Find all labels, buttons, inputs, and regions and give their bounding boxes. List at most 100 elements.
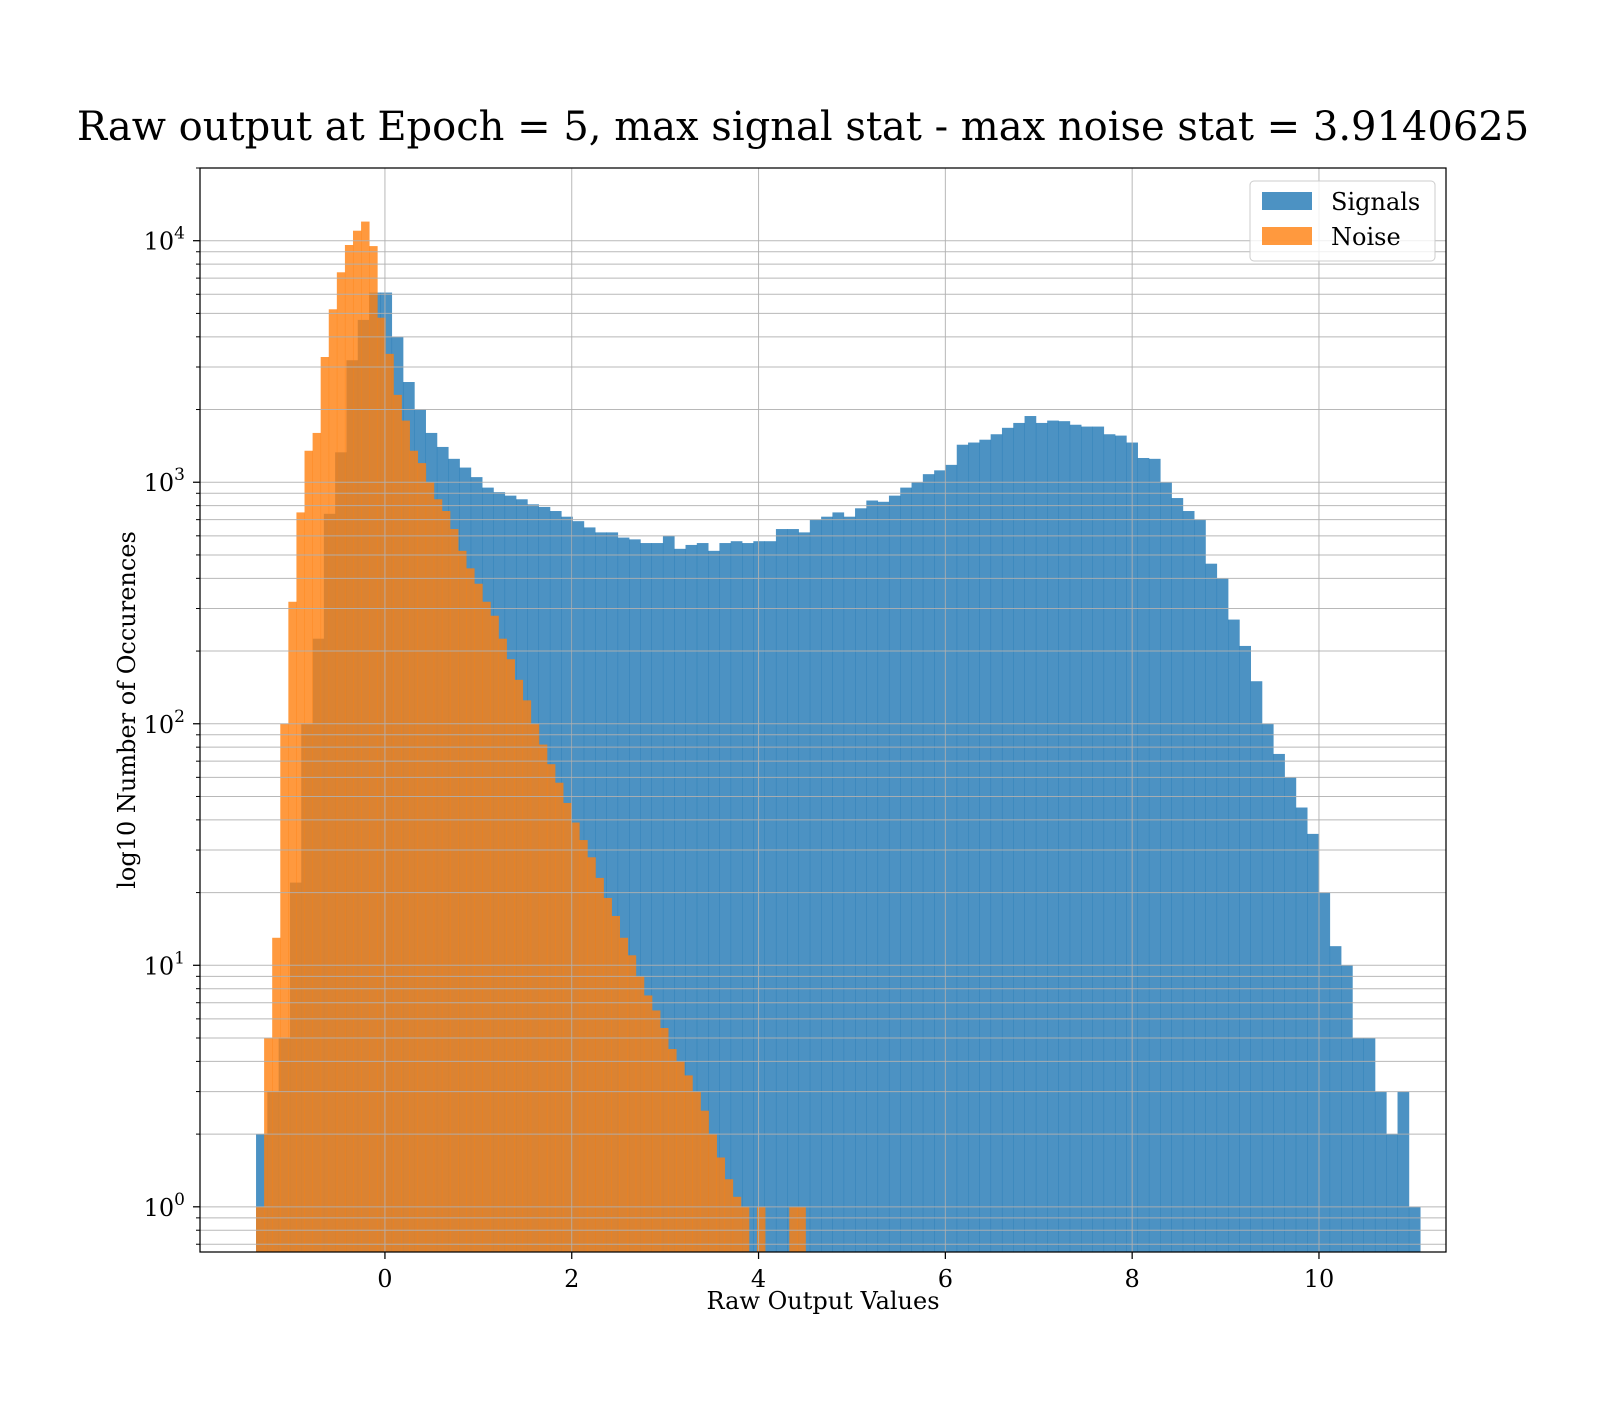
bar-noise bbox=[627, 955, 637, 1252]
bar-noise bbox=[797, 1206, 806, 1252]
bar-signals bbox=[651, 543, 664, 1252]
bar-noise bbox=[401, 420, 410, 1253]
y-tick-label: 104 bbox=[144, 224, 185, 256]
bar-signals bbox=[764, 541, 777, 1252]
bar-signals bbox=[832, 512, 845, 1252]
bar-signals bbox=[1307, 833, 1319, 1252]
series-noise bbox=[256, 221, 806, 1253]
bar-noise bbox=[635, 976, 645, 1252]
bar-noise bbox=[789, 1206, 798, 1252]
bar-noise bbox=[385, 353, 394, 1252]
bar-signals bbox=[1001, 427, 1014, 1252]
y-tick-label: 100 bbox=[144, 1190, 185, 1222]
bar-signals bbox=[956, 444, 969, 1253]
bar-signals bbox=[787, 529, 799, 1252]
bar-signals bbox=[1058, 421, 1071, 1252]
bar-signals bbox=[1329, 946, 1342, 1252]
bar-signals bbox=[1408, 1206, 1421, 1252]
bar-noise bbox=[441, 511, 451, 1252]
plot-frame bbox=[199, 167, 1447, 1253]
bar-signals bbox=[1295, 807, 1308, 1252]
bar-noise bbox=[466, 568, 475, 1252]
bar-signals bbox=[1103, 434, 1116, 1252]
bar-signals bbox=[922, 474, 935, 1252]
y-tick-label: 101 bbox=[144, 948, 185, 980]
bar-signals bbox=[674, 548, 686, 1252]
bar-noise bbox=[288, 601, 297, 1252]
bar-noise bbox=[490, 615, 499, 1252]
bar-noise bbox=[660, 1028, 669, 1252]
x-tick-label: 2 bbox=[564, 1265, 579, 1293]
bar-noise bbox=[409, 450, 419, 1252]
bar-noise bbox=[700, 1110, 709, 1252]
bar-noise bbox=[336, 272, 346, 1252]
bar-noise bbox=[756, 1206, 766, 1252]
bar-noise bbox=[474, 583, 483, 1252]
bar-noise bbox=[352, 230, 362, 1252]
bar-signals bbox=[685, 544, 698, 1252]
bar-signals bbox=[1035, 422, 1048, 1252]
bar-noise bbox=[312, 432, 322, 1252]
bar-signals bbox=[1069, 424, 1082, 1252]
bar-noise bbox=[724, 1179, 734, 1252]
bar-signals bbox=[1228, 619, 1240, 1252]
bar-noise bbox=[643, 995, 653, 1252]
bar-noise bbox=[571, 822, 580, 1252]
bar-noise bbox=[611, 915, 621, 1252]
bar-signals bbox=[900, 487, 912, 1252]
bar-noise bbox=[393, 394, 402, 1252]
bar-noise bbox=[563, 802, 572, 1252]
bar-noise bbox=[708, 1134, 717, 1252]
x-tick-label: 6 bbox=[938, 1265, 953, 1293]
bar-noise bbox=[458, 550, 467, 1252]
bar-noise bbox=[684, 1075, 693, 1252]
bar-signals bbox=[1239, 645, 1251, 1252]
bar-noise bbox=[514, 679, 524, 1252]
bar-signals bbox=[1397, 1091, 1410, 1252]
bar-noise bbox=[280, 723, 289, 1252]
bar-noise bbox=[296, 512, 305, 1252]
bar-signals bbox=[1160, 482, 1172, 1253]
bar-signals bbox=[888, 495, 901, 1252]
bar-noise bbox=[433, 499, 443, 1252]
bar-signals bbox=[1284, 777, 1297, 1252]
y-tick-label: 103 bbox=[144, 465, 185, 497]
bar-noise bbox=[595, 877, 604, 1252]
bar-noise bbox=[344, 244, 354, 1253]
bar-signals bbox=[1205, 563, 1218, 1252]
x-tick-label: 8 bbox=[1125, 1265, 1140, 1293]
bar-signals bbox=[742, 543, 754, 1252]
bar-noise bbox=[449, 529, 459, 1252]
bar-noise bbox=[554, 782, 564, 1252]
bar-noise bbox=[482, 601, 491, 1252]
x-axis: 0 2 4 6 8 10 bbox=[377, 1252, 1334, 1293]
legend-label-signals: Signals bbox=[1331, 188, 1420, 216]
bar-signals bbox=[1250, 681, 1263, 1252]
bar-signals bbox=[775, 529, 788, 1252]
bar-noise bbox=[651, 1010, 661, 1252]
bar-noise bbox=[732, 1196, 742, 1252]
bar-noise bbox=[603, 897, 612, 1252]
bar-signals bbox=[1194, 519, 1206, 1252]
legend-label-noise: Noise bbox=[1331, 223, 1401, 251]
bar-signals bbox=[1047, 420, 1059, 1253]
bar-noise bbox=[587, 857, 596, 1252]
x-tick-label: 4 bbox=[751, 1265, 766, 1293]
bar-noise bbox=[676, 1061, 685, 1252]
legend-swatch-signals bbox=[1262, 192, 1312, 210]
bar-signals bbox=[1216, 578, 1229, 1252]
grid-lines bbox=[200, 167, 1446, 1252]
bar-signals bbox=[1261, 723, 1274, 1252]
bar-noise bbox=[328, 309, 338, 1252]
bar-signals bbox=[1148, 458, 1161, 1253]
bar-noise bbox=[264, 1037, 273, 1252]
bar-signals bbox=[866, 500, 879, 1252]
bar-signals bbox=[843, 516, 856, 1252]
bar-signals bbox=[730, 541, 743, 1252]
bar-noise bbox=[740, 1206, 750, 1252]
bar-signals bbox=[1386, 1134, 1398, 1252]
bar-noise bbox=[320, 357, 330, 1252]
bar-signals bbox=[719, 543, 732, 1252]
